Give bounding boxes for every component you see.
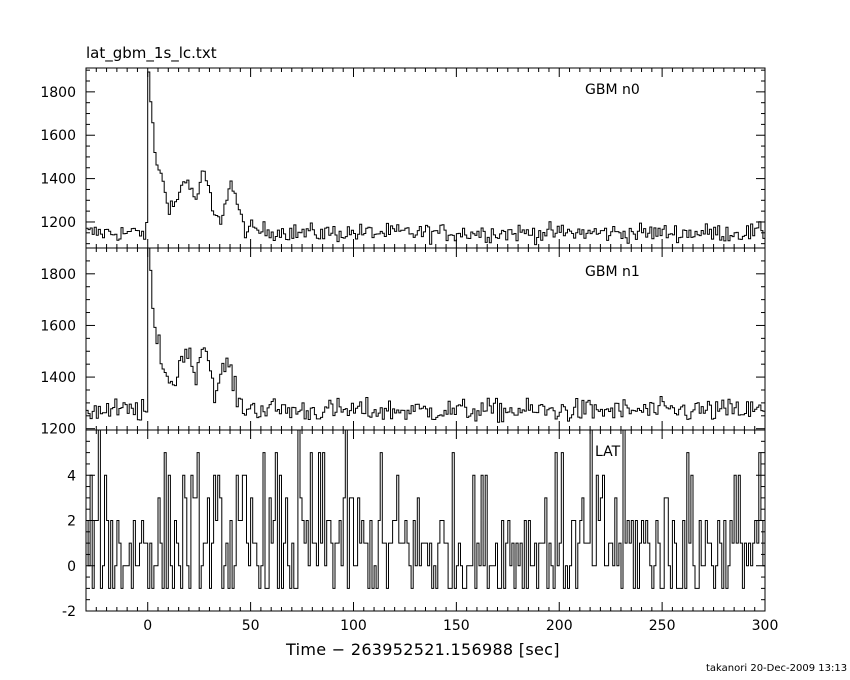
footer-stamp: takanori 20-Dec-2009 13:13 (706, 663, 847, 674)
x-tick-label: 150 (443, 618, 470, 634)
x-tick-label: 0 (143, 618, 152, 634)
x-tick-label: 100 (340, 618, 367, 634)
series-line-gbm-n1 (86, 247, 766, 423)
y-tick-label: 4 (67, 468, 76, 484)
panel-label-gbm-n0: GBM n0 (585, 82, 640, 98)
footer-date: 20-Dec-2009 (750, 663, 816, 674)
x-axis-label: Time − 263952521.156988 [sec] (286, 640, 560, 659)
y-tick-label: 1200 (40, 215, 76, 231)
y-tick-label: 1800 (40, 267, 76, 283)
footer-time: 13:13 (818, 663, 848, 674)
y-tick-label: -2 (62, 604, 76, 620)
y-tick-label: 1800 (40, 85, 76, 101)
x-tick-label: 50 (242, 618, 260, 634)
series-line-gbm-n0 (86, 71, 766, 246)
panel-frame-gbm-n0 (85, 67, 766, 249)
y-tick-label: 1200 (40, 422, 76, 438)
y-tick-label: 0 (67, 559, 76, 575)
footer-user: takanori (706, 663, 748, 674)
panel-frame-lat (85, 429, 766, 612)
panel-label-lat: LAT (595, 444, 621, 460)
y-tick-label: 1400 (40, 370, 76, 386)
y-tick-label: 1400 (40, 172, 76, 188)
x-tick-label: 250 (649, 618, 676, 634)
panel-frame-gbm-n1 (85, 247, 766, 431)
file-title: lat_gbm_1s_lc.txt (86, 44, 217, 62)
y-tick-label: 1600 (40, 128, 76, 144)
panel-label-gbm-n1: GBM n1 (585, 264, 640, 280)
series-line-lat (86, 429, 766, 589)
x-tick-label: 300 (752, 618, 779, 634)
x-tick-label: 200 (546, 618, 573, 634)
y-tick-label: 1600 (40, 318, 76, 334)
y-tick-label: 2 (67, 514, 76, 530)
